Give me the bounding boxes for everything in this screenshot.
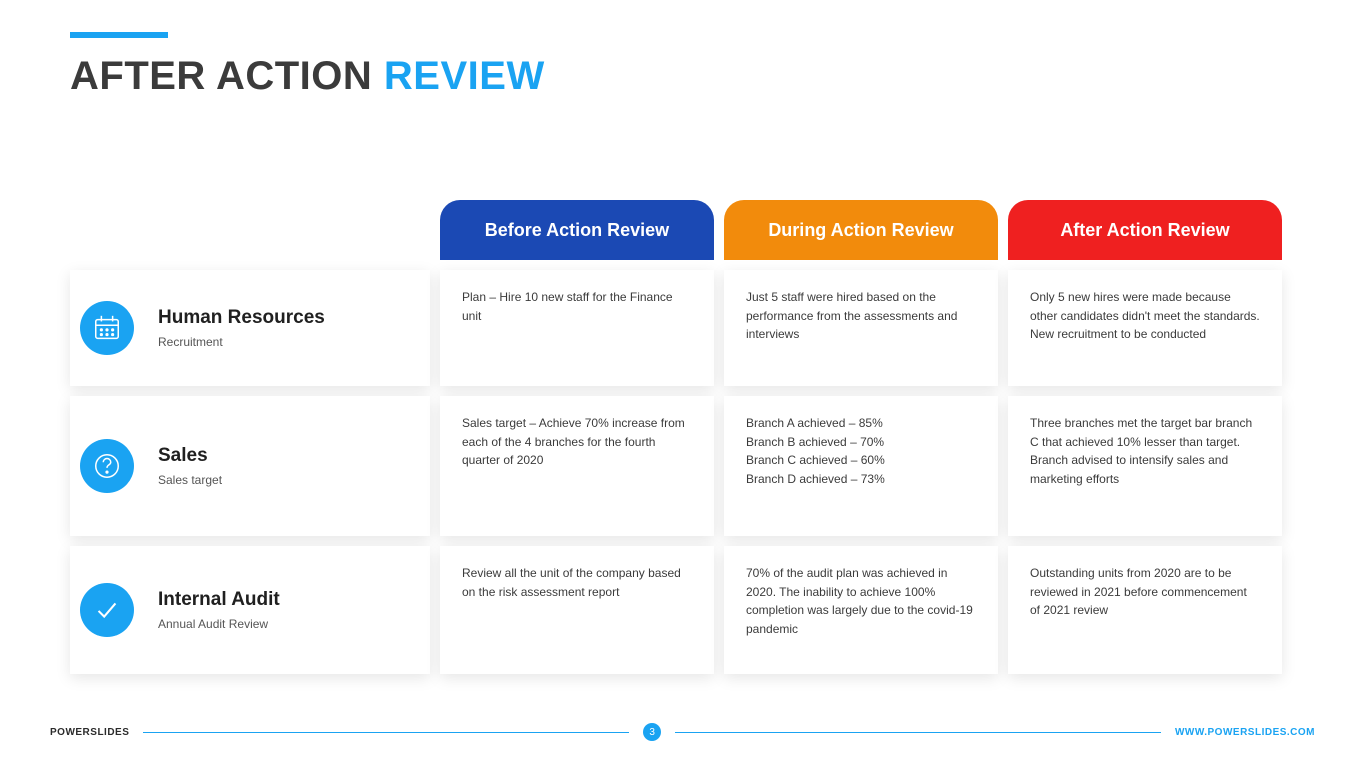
col-header-after: After Action Review [1008,200,1282,260]
cell-sales-before: Sales target – Achieve 70% increase from… [440,396,714,536]
footer-line-right [675,732,1161,733]
row-sales-text: Sales Sales target [158,445,222,487]
col-header-during-label: During Action Review [768,220,953,241]
calendar-icon [80,301,134,355]
col-header-before: Before Action Review [440,200,714,260]
cell-hr-before: Plan – Hire 10 new staff for the Finance… [440,270,714,386]
page-title-highlight: REVIEW [384,54,545,98]
cell-sales-during: Branch A achieved – 85% Branch B achieve… [724,396,998,536]
check-icon [80,583,134,637]
row-audit: Internal Audit Annual Audit Review [70,546,430,674]
row-hr-sub: Recruitment [158,335,325,349]
row-sales-sub: Sales target [158,473,222,487]
footer-brand-light: SLIDES [90,727,129,738]
page-title: AFTER ACTION REVIEW [70,54,545,99]
row-audit-heading: Internal Audit [158,589,280,611]
row-hr-text: Human Resources Recruitment [158,307,325,349]
grid-spacer [70,200,430,260]
row-audit-text: Internal Audit Annual Audit Review [158,589,280,631]
cell-audit-during: 70% of the audit plan was achieved in 20… [724,546,998,674]
row-hr-heading: Human Resources [158,307,325,329]
footer-brand-bold: POWER [50,727,90,738]
col-header-after-label: After Action Review [1060,220,1229,241]
cell-sales-after: Three branches met the target bar branch… [1008,396,1282,536]
row-sales: Sales Sales target [70,396,430,536]
cell-hr-during: Just 5 staff were hired based on the per… [724,270,998,386]
cell-hr-after: Only 5 new hires were made because other… [1008,270,1282,386]
footer-line-left [143,732,629,733]
row-hr: Human Resources Recruitment [70,270,430,386]
review-grid: Before Action Review During Action Revie… [70,200,1295,674]
footer-page-number: 3 [643,723,661,741]
cell-audit-before: Review all the unit of the company based… [440,546,714,674]
col-header-before-label: Before Action Review [485,220,669,241]
cell-audit-after: Outstanding units from 2020 are to be re… [1008,546,1282,674]
footer: POWERSLIDES 3 WWW.POWERSLIDES.COM [50,723,1315,741]
title-accent-bar [70,32,168,38]
page-title-dark: AFTER ACTION [70,54,372,98]
row-sales-heading: Sales [158,445,222,467]
row-audit-sub: Annual Audit Review [158,617,280,631]
footer-brand: POWERSLIDES [50,727,129,738]
question-icon [80,439,134,493]
col-header-during: During Action Review [724,200,998,260]
footer-url[interactable]: WWW.POWERSLIDES.COM [1175,727,1315,738]
